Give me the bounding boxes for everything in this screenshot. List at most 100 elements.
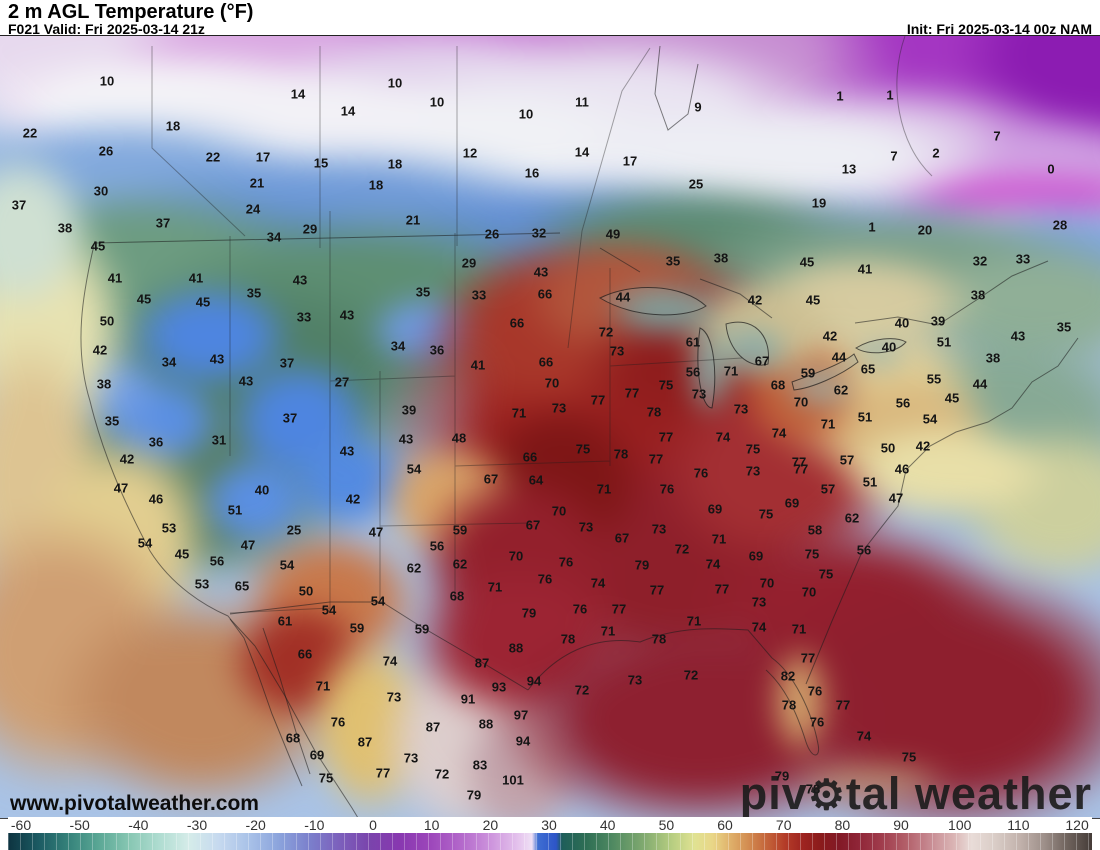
- temperature-value-label: 14: [574, 144, 590, 160]
- temperature-value-label: 41: [188, 270, 204, 286]
- temperature-value-label: 45: [944, 390, 960, 406]
- temperature-value-label: 76: [659, 481, 675, 497]
- temperature-value-label: 42: [747, 292, 763, 308]
- temperature-value-label: 76: [693, 465, 709, 481]
- colorbar-tick-label: -20: [245, 817, 266, 833]
- temperature-value-label: 71: [723, 363, 739, 379]
- temperature-value-label: 70: [544, 375, 560, 391]
- temperature-value-label: 75: [804, 546, 820, 562]
- temperature-value-label: 78: [781, 697, 797, 713]
- temperature-value-label: 38: [713, 250, 729, 266]
- temperature-value-label: 39: [930, 313, 946, 329]
- lake-huron: [725, 321, 769, 366]
- temperature-value-label: 62: [833, 382, 849, 398]
- temperature-value-label: 73: [651, 521, 667, 537]
- temperature-value-label: 38: [57, 220, 73, 236]
- temperature-value-label: 30: [93, 183, 109, 199]
- temperature-value-label: 76: [807, 683, 823, 699]
- temperature-value-label: 77: [793, 461, 809, 477]
- lake-superior: [598, 287, 707, 316]
- temperature-value-label: 33: [471, 287, 487, 303]
- temperature-value-label: 36: [429, 342, 445, 358]
- temperature-value-label: 51: [936, 334, 952, 350]
- temperature-value-label: 74: [382, 653, 398, 669]
- temperature-value-label: 74: [856, 728, 872, 744]
- colorbar-tick-label: 70: [775, 817, 792, 833]
- temperature-value-label: 21: [249, 175, 265, 191]
- temperature-value-label: 33: [1015, 251, 1031, 267]
- brand-text-pre: piv: [739, 768, 808, 819]
- manitoba-ontario-border: [567, 47, 651, 349]
- temperature-value-label: 76: [558, 554, 574, 570]
- state-borders: [229, 211, 743, 614]
- watermark-brand: piv⚙tal weather: [739, 768, 1092, 819]
- temperature-value-label: 65: [860, 361, 876, 377]
- temperature-value-label: 67: [483, 471, 499, 487]
- temperature-value-label: 59: [452, 522, 468, 538]
- temperature-value-label: 44: [972, 376, 988, 392]
- temperature-value-label: 45: [90, 238, 106, 254]
- temperature-value-label: 78: [646, 404, 662, 420]
- temperature-value-label: 43: [339, 307, 355, 323]
- temperature-value-label: 29: [302, 221, 318, 237]
- temperature-value-label: 10: [99, 73, 115, 89]
- temperature-value-label: 37: [155, 215, 171, 231]
- temperature-value-label: 73: [609, 343, 625, 359]
- temperature-value-label: 79: [774, 768, 790, 784]
- temperature-value-label: 34: [390, 338, 406, 354]
- temperature-value-label: 53: [161, 520, 177, 536]
- temperature-value-label: 70: [759, 575, 775, 591]
- temperature-value-label: 72: [574, 682, 590, 698]
- temperature-value-label: 97: [513, 707, 529, 723]
- colorbar-tick-label: 80: [834, 817, 851, 833]
- temperature-value-label: 73: [745, 463, 761, 479]
- temperature-value-label: 24: [245, 201, 261, 217]
- temperature-value-label: 35: [415, 284, 431, 300]
- temperature-value-label: 43: [339, 443, 355, 459]
- temperature-value-label: 88: [478, 716, 494, 732]
- temperature-value-label: 56: [209, 553, 225, 569]
- temperature-value-label: 75: [818, 566, 834, 582]
- temperature-value-label: 78: [651, 631, 667, 647]
- temperature-value-label: 73: [578, 519, 594, 535]
- temperature-value-label: 47: [368, 524, 384, 540]
- temperature-value-label: 42: [92, 342, 108, 358]
- temperature-value-label: 42: [915, 438, 931, 454]
- temperature-value-label: 56: [856, 542, 872, 558]
- temperature-value-label: 79: [521, 605, 537, 621]
- temperature-value-label: 71: [711, 531, 727, 547]
- temperature-value-label: 54: [321, 602, 337, 618]
- colorbar-tick-label: -30: [186, 817, 208, 833]
- temperature-value-label: 66: [297, 646, 313, 662]
- temperature-value-label: 65: [234, 578, 250, 594]
- temperature-value-label: 26: [484, 226, 500, 242]
- temperature-value-label: 49: [605, 226, 621, 242]
- temperature-value-label: 56: [685, 364, 701, 380]
- temperature-value-label: 61: [685, 334, 701, 350]
- temperature-value-label: 66: [522, 449, 538, 465]
- temperature-value-label: 14: [290, 86, 306, 102]
- temperature-value-label: 76: [809, 714, 825, 730]
- temperature-value-label: 47: [888, 490, 904, 506]
- temperature-value-label: 29: [461, 255, 477, 271]
- temperature-value-label: 69: [707, 501, 723, 517]
- temperature-labels-layer: 10 22 14 14 18 26 22 17 15 21 30 24 37 38 37 34 29 45 18 10…: [0, 36, 1100, 818]
- colorbar-tick-label: 110: [1007, 817, 1030, 833]
- canada-border: [94, 232, 561, 244]
- temperature-value-label: 73: [733, 401, 749, 417]
- temperature-value-label: 53: [194, 576, 210, 592]
- temperature-value-label: 43: [398, 431, 414, 447]
- temperature-value-label: 79: [634, 557, 650, 573]
- temp-field-blob: [830, 419, 1060, 523]
- temperature-value-label: 73: [386, 689, 402, 705]
- temperature-value-label: 66: [537, 286, 553, 302]
- temperature-value-label: 87: [357, 734, 373, 750]
- temperature-value-label: 20: [917, 222, 933, 238]
- temperature-value-label: 78: [560, 631, 576, 647]
- temperature-value-label: 7: [890, 148, 898, 164]
- pacific-coastline: [80, 240, 359, 818]
- temperature-value-label: 47: [240, 537, 256, 553]
- geography-overlay: [80, 36, 1079, 818]
- temperature-value-label: 75: [575, 441, 591, 457]
- temperature-value-label: 101: [502, 772, 524, 788]
